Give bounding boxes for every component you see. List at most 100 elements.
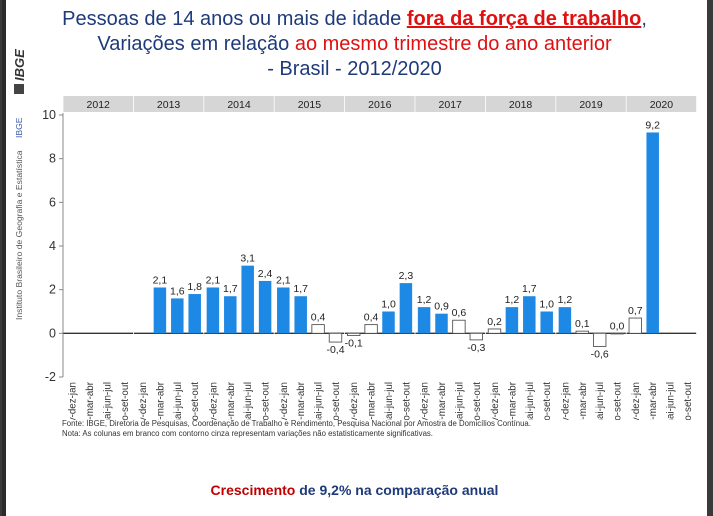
x-tick-label: fev-mar-abr: [226, 381, 237, 420]
panel-header: [415, 96, 485, 112]
data-label: 0,9: [434, 301, 449, 313]
side-bar: [2, 0, 6, 516]
bar: [628, 317, 642, 334]
bar: [540, 311, 553, 334]
bar: [505, 307, 519, 334]
bar: [241, 265, 254, 334]
data-label: 0,6: [452, 307, 467, 319]
x-tick-label: fev-mar-abr: [155, 381, 166, 420]
y-tick-label: 8: [49, 152, 56, 166]
source-line: Fonte: IBGE, Diretoria de Pesquisas, Coo…: [62, 419, 531, 428]
x-tick-label: ago-set-out: [542, 382, 553, 420]
panel-header: [345, 96, 415, 112]
data-label: -0,4: [326, 344, 344, 356]
ibge-logo: IBGE: [12, 49, 27, 94]
x-tick-label: nov-dez-jan: [349, 382, 360, 420]
x-tick-label: ago-set-out: [613, 382, 624, 420]
x-tick-label: ago-set-out: [190, 382, 201, 420]
x-tick-label: ago-set-out: [472, 382, 483, 420]
bar: [558, 307, 572, 334]
y-tick-label: 2: [49, 283, 56, 297]
data-label: 9,2: [645, 119, 660, 131]
bar: [382, 311, 395, 334]
bar: [646, 132, 659, 334]
bar: [417, 307, 431, 334]
x-tick-label: ago-set-out: [401, 382, 412, 420]
data-label: 1,2: [558, 294, 573, 306]
bar: [593, 332, 607, 347]
note-line: Nota: As colunas em branco com contorno …: [62, 429, 433, 438]
x-tick-label: nov-dez-jan: [68, 382, 79, 420]
x-tick-label: mai-jun-jul: [595, 382, 606, 420]
data-label: -0,1: [345, 338, 363, 350]
x-tick-label: mai-jun-jul: [102, 382, 113, 420]
x-tick-label: nov-dez-jan: [420, 382, 431, 420]
bar: [347, 332, 361, 336]
bar: [452, 319, 466, 334]
bar: [328, 332, 343, 343]
panel-header: [274, 96, 345, 112]
title-line-2-highlight: ao mesmo trimestre do ano anterior: [294, 33, 612, 55]
x-tick-label: ago-set-out: [331, 382, 342, 420]
data-label: 1,7: [522, 283, 537, 295]
y-tick-label: 0: [49, 326, 56, 340]
x-tick-label: nov-dez-jan: [560, 382, 571, 420]
bar: [294, 296, 307, 334]
data-label: 0,4: [364, 312, 379, 324]
x-tick-label: nov-dez-jan: [279, 382, 290, 420]
data-label: 1,2: [505, 294, 520, 306]
bar: [171, 298, 184, 334]
data-label: -0,3: [467, 342, 485, 354]
data-label: 1,8: [187, 281, 202, 293]
title-line-1-prefix: Pessoas de 14 anos ou mais de idade: [62, 8, 407, 30]
footer-rest: de 9,2% na comparação anual: [295, 482, 499, 498]
x-tick-label: nov-dez-jan: [208, 382, 219, 420]
x-tick-label: mai-jun-jul: [243, 382, 254, 420]
data-label: -0,6: [591, 348, 609, 360]
panel-header: [556, 96, 626, 112]
bar: [206, 287, 220, 334]
x-tick-label: mai-jun-jul: [384, 382, 395, 420]
x-tick-label: fev-mar-abr: [367, 381, 378, 420]
panel-year-label: 2020: [650, 99, 674, 111]
ibge-logo-text: IBGE: [12, 49, 27, 81]
title-line-1-suffix: ,: [641, 8, 647, 30]
bar: [435, 313, 448, 334]
panel-year-label: 2019: [579, 99, 603, 111]
bar: [224, 296, 237, 334]
data-label: 0,7: [628, 305, 643, 317]
data-label: 0,4: [311, 312, 326, 324]
title-line-1-highlight: fora da força de trabalho: [406, 8, 642, 30]
x-tick-label: fev-mar-abr: [296, 381, 307, 420]
bar: [487, 328, 502, 334]
panel-header: [63, 96, 133, 112]
panel-header: [204, 96, 274, 112]
panel-year-label: 2016: [368, 99, 392, 111]
title-line-1: Pessoas de 14 anos ou mais de idade fora…: [2, 8, 707, 31]
y-tick-label: 10: [42, 108, 56, 122]
y-tick-label: -2: [45, 370, 56, 384]
data-label: 1,6: [170, 285, 185, 297]
panel-year-label: 2015: [298, 99, 322, 111]
panel-year-label: 2014: [227, 99, 251, 111]
institution-name: Instituto Brasileiro de Geografia e Esta…: [14, 117, 24, 320]
title-line-2: Variações em relação ao mesmo trimestre …: [2, 33, 707, 56]
bar: [153, 287, 167, 334]
bar: [610, 332, 624, 335]
x-tick-label: fev-mar-abr: [648, 381, 659, 420]
bar: [188, 294, 201, 334]
x-tick-label: nov-dez-jan: [631, 382, 642, 420]
data-label: 1,7: [293, 283, 308, 295]
footer-highlight: Crescimento: [210, 482, 296, 498]
bar: [364, 324, 378, 334]
panel-header: [133, 96, 204, 112]
y-tick-label: 6: [49, 195, 56, 209]
data-label: 1,0: [381, 299, 396, 311]
title-line-2-prefix: Variações em relação: [97, 33, 295, 55]
x-tick-label: fev-mar-abr: [578, 381, 589, 420]
data-label: 1,0: [539, 299, 554, 311]
x-tick-label: mai-jun-jul: [666, 382, 677, 420]
title-line-3: - Brasil - 2012/2020: [267, 58, 442, 80]
ibge-logo-mark: [14, 84, 24, 94]
